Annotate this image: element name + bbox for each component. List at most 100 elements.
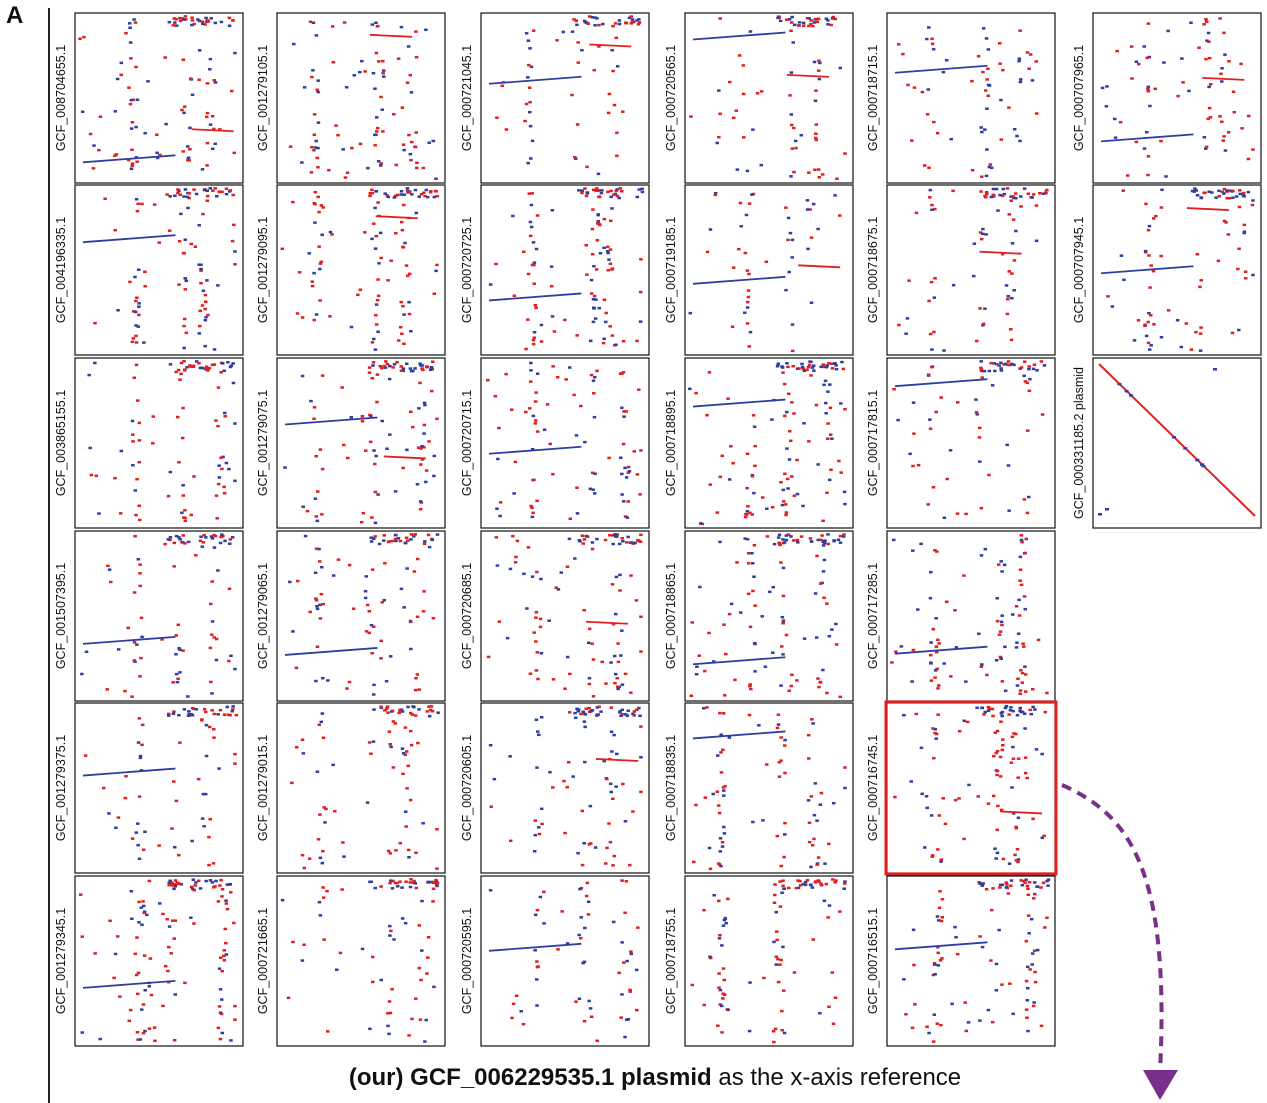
alignment-dot (1202, 22, 1206, 26)
alignment-dot (1226, 131, 1231, 134)
alignment-dot (717, 937, 722, 940)
alignment-dot (936, 919, 941, 922)
alignment-dot (936, 638, 940, 642)
alignment-dot (592, 294, 597, 298)
alignment-dot (609, 706, 614, 709)
alignment-dot (623, 911, 627, 915)
alignment-dot (1148, 104, 1152, 108)
alignment-dot (1231, 189, 1235, 193)
alignment-dot (933, 207, 937, 211)
alignment-dot (787, 18, 792, 21)
alignment-dot (134, 324, 138, 327)
alignment-dot (784, 511, 789, 514)
alignment-dot (1029, 712, 1034, 716)
alignment-dot (842, 490, 847, 494)
alignment-dot (1023, 551, 1027, 555)
alignment-dot (936, 945, 940, 949)
alignment-dot (1016, 677, 1020, 681)
alignment-dot (1220, 80, 1224, 83)
alignment-dot (419, 447, 423, 450)
alignment-dot (573, 711, 577, 715)
alignment-dot (616, 642, 620, 645)
panel-frame (886, 530, 1056, 702)
alignment-dot (996, 804, 1000, 808)
alignment-dot (365, 801, 370, 804)
alignment-dot (939, 860, 943, 863)
alignment-dot (393, 537, 398, 541)
alignment-dot (233, 263, 237, 266)
alignment-dot (624, 21, 629, 25)
alignment-dot (363, 231, 367, 234)
alignment-dot (218, 1011, 223, 1014)
alignment-dot (575, 123, 580, 126)
alignment-dot (781, 879, 785, 882)
alignment-dot (626, 709, 631, 713)
alignment-dot (753, 670, 757, 673)
alignment-dot (1023, 380, 1028, 383)
alignment-dot (639, 533, 643, 537)
alignment-dot (113, 110, 118, 113)
alignment-dot (300, 853, 305, 857)
alignment-dot (1148, 314, 1153, 317)
alignment-dot (1197, 46, 1201, 49)
alignment-dot (222, 485, 226, 489)
alignment-dot (784, 633, 789, 637)
alignment-dot (582, 720, 587, 723)
alignment-dot (1231, 90, 1236, 93)
alignment-dot (406, 848, 411, 852)
alignment-dot (1010, 272, 1014, 275)
alignment-dot (942, 662, 946, 665)
alignment-dot (530, 447, 535, 451)
alignment-dot (983, 307, 987, 310)
alignment-dot (617, 196, 621, 200)
alignment-dot (748, 981, 752, 984)
alignment-dot (1005, 363, 1010, 366)
alignment-dot (567, 537, 572, 541)
alignment-dot (995, 619, 1000, 623)
dotplot-panel: GCF_000707945.1 (1072, 184, 1262, 356)
dotplot-panel: GCF_000720715.1 (460, 357, 650, 529)
alignment-dot (784, 206, 788, 209)
alignment-dot (409, 743, 414, 747)
panel-marks (1098, 363, 1256, 517)
alignment-dot (722, 978, 726, 982)
alignment-dot (834, 622, 838, 626)
panel-frame (886, 12, 1056, 184)
dotplot-panel: GCF_000721665.1 (256, 875, 446, 1047)
alignment-dot (408, 798, 413, 802)
alignment-dot (417, 924, 421, 927)
alignment-dot (990, 707, 995, 711)
alignment-dot (1207, 106, 1212, 110)
alignment-dot (314, 599, 319, 602)
alignment-dot (637, 706, 641, 710)
alignment-dot (998, 193, 1002, 197)
alignment-dot (911, 928, 916, 932)
alignment-dot (787, 689, 791, 693)
alignment-dot (635, 708, 639, 712)
alignment-dot (422, 590, 426, 593)
alignment-dot (814, 89, 818, 92)
alignment-dot (582, 842, 586, 845)
alignment-dot (1014, 196, 1018, 200)
panel-marks (692, 706, 847, 871)
alignment-dot (783, 472, 787, 476)
alignment-dot (816, 168, 821, 171)
alignment-dot (919, 746, 924, 750)
alignment-dot (1143, 324, 1147, 328)
alignment-dot (1023, 756, 1028, 759)
alignment-dot (370, 955, 375, 959)
alignment-dot (379, 256, 383, 260)
alignment-dot (1236, 267, 1240, 271)
alignment-dot (1030, 79, 1035, 82)
alignment-dot (776, 536, 781, 539)
alignment-dot (621, 442, 626, 446)
alignment-dot (432, 454, 437, 458)
alignment-dot (934, 732, 939, 736)
alignment-dot (373, 886, 377, 890)
alignment-dot (999, 138, 1004, 141)
alignment-dot (1226, 233, 1231, 236)
alignment-dot (175, 415, 180, 419)
alignment-dot (130, 695, 134, 698)
alignment-dot (422, 446, 426, 449)
alignment-dot (564, 378, 568, 381)
